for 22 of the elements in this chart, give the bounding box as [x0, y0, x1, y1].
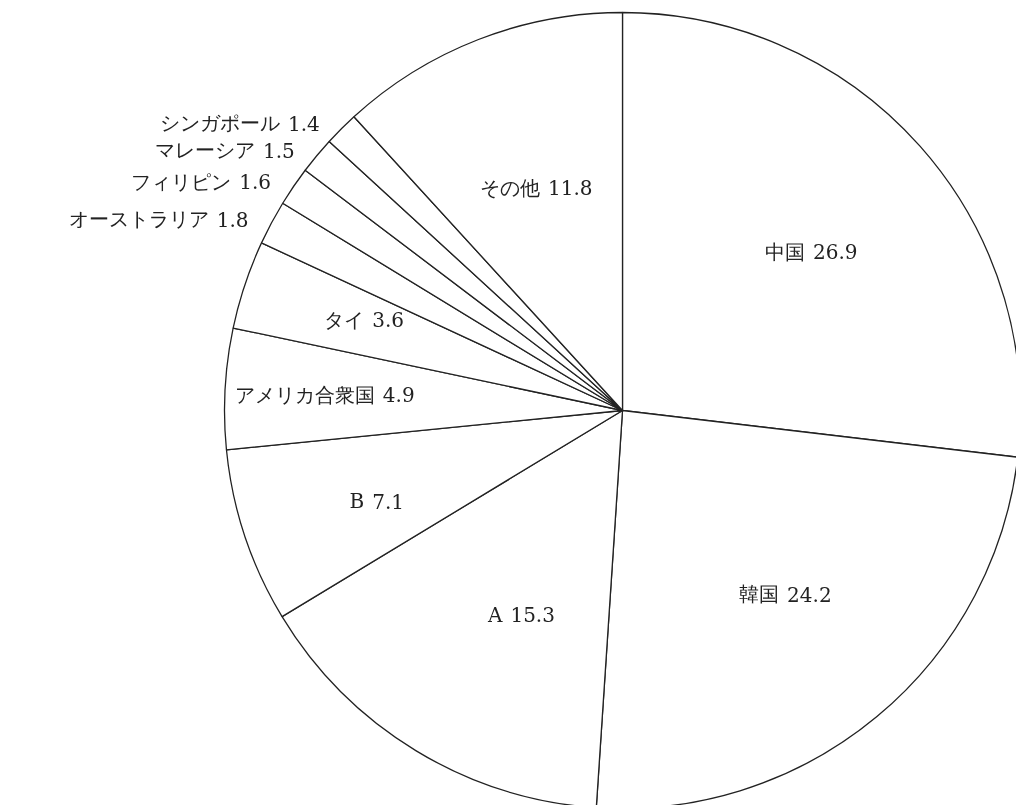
slice-label: フィリピン: [131, 169, 232, 194]
slice-label: 韓国: [739, 582, 780, 607]
data-label: 1.6: [239, 170, 272, 195]
data-label: 24.2: [787, 582, 832, 607]
data-label: 1.4: [287, 111, 320, 136]
data-label: 1.8: [216, 207, 249, 232]
data-label: 7.1: [372, 489, 404, 514]
slice-label: マレーシア: [155, 138, 256, 163]
data-label: 3.6: [372, 308, 404, 333]
slice-label: シンガポール: [159, 111, 280, 136]
slice-label: 中国: [764, 239, 805, 264]
slice-label: A: [487, 602, 504, 627]
data-label: 1.5: [262, 138, 295, 163]
slice-label: タイ: [324, 307, 365, 332]
data-label: 4.9: [382, 383, 415, 408]
data-label: 26.9: [812, 240, 858, 265]
slice-label: アメリカ合衆国: [234, 382, 375, 407]
slice-label: その他: [480, 175, 541, 200]
data-label: 15.3: [510, 603, 555, 628]
slice-label: オーストラリア: [68, 207, 209, 232]
data-label: 11.8: [548, 176, 593, 201]
slice-label: B: [349, 489, 365, 514]
